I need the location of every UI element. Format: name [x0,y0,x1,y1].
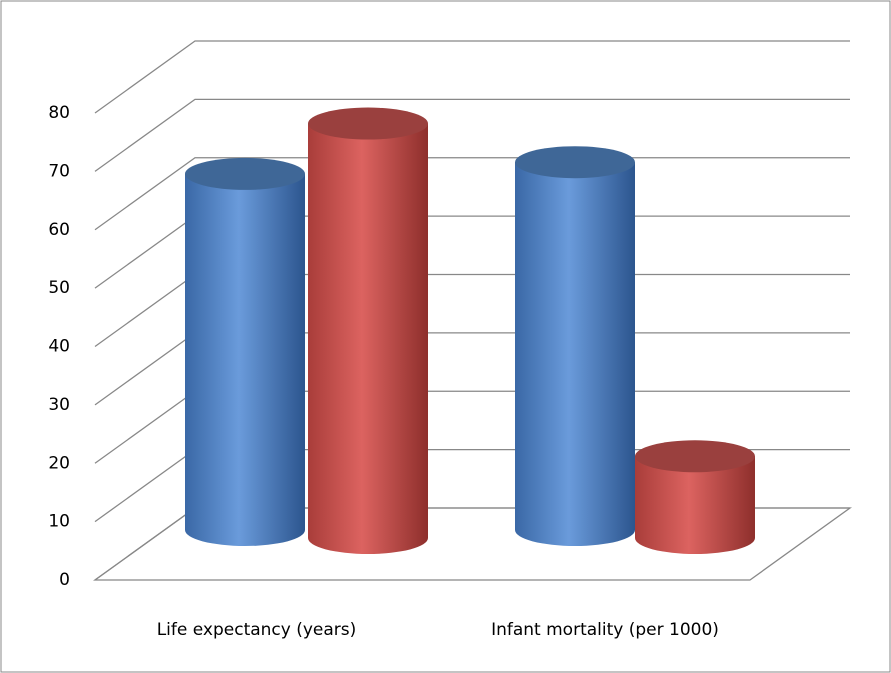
bar-top [308,107,428,140]
bar-body [185,173,305,546]
y-tick-label: 80 [48,103,70,123]
bar [635,440,755,554]
bar [308,107,428,554]
bar-body [515,162,635,547]
y-tick-label: 10 [48,512,70,532]
y-tick-label: 40 [48,337,70,357]
bar-top [635,440,755,473]
y-tick-label: 0 [59,570,70,590]
bar-body [635,456,755,554]
y-tick-label: 30 [48,395,70,415]
bar-body [308,123,428,554]
grid-line [94,40,850,114]
y-tick-label: 60 [48,220,70,240]
bar [515,146,635,547]
y-tick-label: 50 [48,278,70,298]
x-tick-label: Life expectancy (years) [157,620,357,640]
y-tick-label: 70 [48,161,70,181]
x-tick-label: Infant mortality (per 1000) [491,620,719,640]
bar-top [185,157,305,190]
y-tick-label: 20 [48,453,70,473]
bar-top [515,146,635,179]
bar [185,157,305,546]
grid-line [94,98,850,172]
